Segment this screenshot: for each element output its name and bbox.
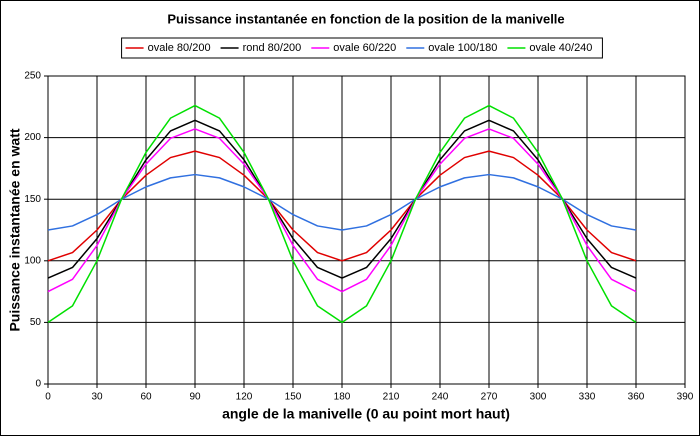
y-tick-label: 0 <box>35 379 41 390</box>
line-series <box>47 128 637 293</box>
x-tick-label: 390 <box>677 392 694 403</box>
legend-item: ovale 80/200 <box>125 42 211 54</box>
y-tick-label: 150 <box>24 194 41 205</box>
x-tick-label: 330 <box>579 392 596 403</box>
line-series <box>47 119 637 279</box>
y-axis-title: Puissance instantanée en watt <box>7 128 23 331</box>
legend-item: ovale 60/220 <box>311 42 396 54</box>
legend-box <box>121 37 603 59</box>
x-tick-label: 150 <box>285 392 302 403</box>
x-tick-label: 0 <box>45 392 51 403</box>
x-tick-label: 90 <box>189 392 201 403</box>
x-tick-label: 30 <box>91 392 103 403</box>
x-axis-title: angle de la manivelle (0 au point mort h… <box>222 406 510 422</box>
legend-item: ovale 40/240 <box>507 42 592 54</box>
x-tick-label: 210 <box>383 392 400 403</box>
y-tick-label: 50 <box>30 317 42 328</box>
legend-text: ovale 100/180 <box>428 42 497 54</box>
legend-text: rond 80/200 <box>243 42 302 54</box>
y-tick-label: 250 <box>24 71 41 82</box>
legend: ovale 80/200 rond 80/200 ovale 60/220 ovale… <box>121 37 603 59</box>
legend-item: ovale 100/180 <box>406 42 497 54</box>
x-tick-label: 60 <box>140 392 152 403</box>
x-tick-label: 360 <box>628 392 645 403</box>
x-tick-label: 240 <box>432 392 449 403</box>
chart-title: Puissance instantanée en fonction de la … <box>167 11 564 26</box>
legend-text: ovale 40/240 <box>529 42 592 54</box>
y-tick-label: 100 <box>24 255 41 266</box>
plot-area <box>47 75 686 385</box>
x-tick-label: 300 <box>530 392 547 403</box>
line-series <box>47 150 637 262</box>
line-series <box>47 173 637 231</box>
line-series <box>47 104 637 324</box>
legend-text: ovale 80/200 <box>148 42 211 54</box>
legend-text: ovale 60/220 <box>333 42 396 54</box>
x-tick-label: 120 <box>236 392 253 403</box>
x-tick-label: 180 <box>334 392 351 403</box>
legend-item: rond 80/200 <box>220 42 302 54</box>
x-tick-label: 270 <box>481 392 498 403</box>
y-tick-label: 200 <box>24 132 41 143</box>
